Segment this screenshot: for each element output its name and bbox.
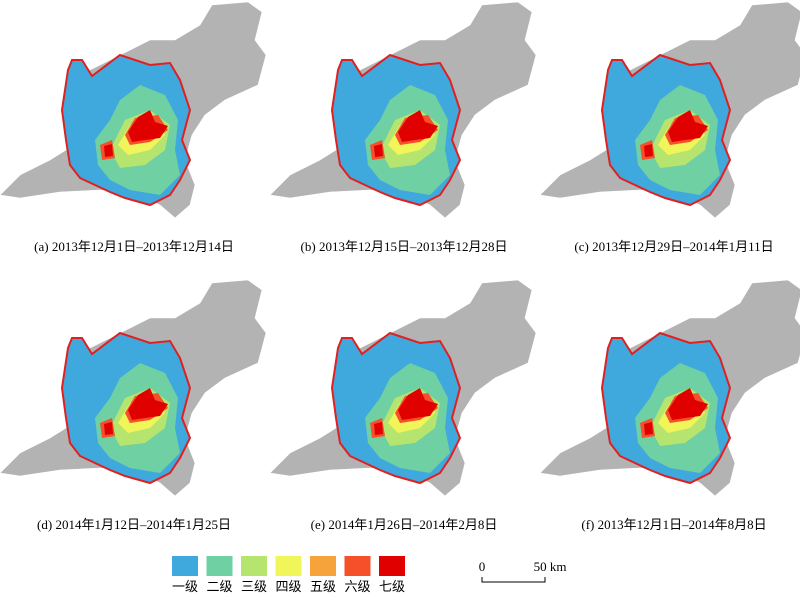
legend-label: 二级 <box>206 579 232 594</box>
map <box>539 1 800 219</box>
legend-swatch <box>275 556 302 576</box>
legend-label: 一级 <box>172 579 198 594</box>
scale-start: 0 <box>479 559 486 574</box>
panel-caption: (e) 2014年1月26日–2014年2月8日 <box>311 517 498 532</box>
legend-swatch <box>172 556 198 576</box>
panel-caption: (f) 2013年12月1日–2014年8月8日 <box>581 517 766 532</box>
panel-caption: (d) 2014年1月12日–2014年1月25日 <box>37 517 231 532</box>
legend-swatch <box>379 556 405 576</box>
map <box>0 279 267 497</box>
legend-swatch <box>206 556 233 576</box>
scale-line <box>481 577 546 583</box>
panel-caption: (c) 2013年12月29日–2014年1月11日 <box>574 239 773 254</box>
legend: 一级 二级 三级 四级 五级 六级 七级 <box>172 556 405 594</box>
legend-label: 六级 <box>344 579 370 594</box>
panels: (a) 2013年12月1日–2013年12月14日 (b) 2013年12月15… <box>0 1 800 532</box>
scale-bar: 0 50 km <box>479 559 567 583</box>
map <box>269 1 537 219</box>
legend-swatch <box>344 556 371 576</box>
panel-caption: (b) 2013年12月15日–2013年12月28日 <box>301 239 508 254</box>
map <box>269 279 537 497</box>
panel-caption: (a) 2013年12月1日–2013年12月14日 <box>34 239 234 254</box>
legend-label: 五级 <box>310 579 336 594</box>
scale-end: 50 km <box>534 559 567 574</box>
legend-label: 七级 <box>379 579 405 594</box>
map <box>0 1 267 219</box>
map <box>539 279 800 497</box>
legend-label: 四级 <box>275 579 301 594</box>
legend-label: 三级 <box>241 579 267 594</box>
legend-swatch <box>310 556 336 576</box>
legend-swatch <box>241 556 267 576</box>
